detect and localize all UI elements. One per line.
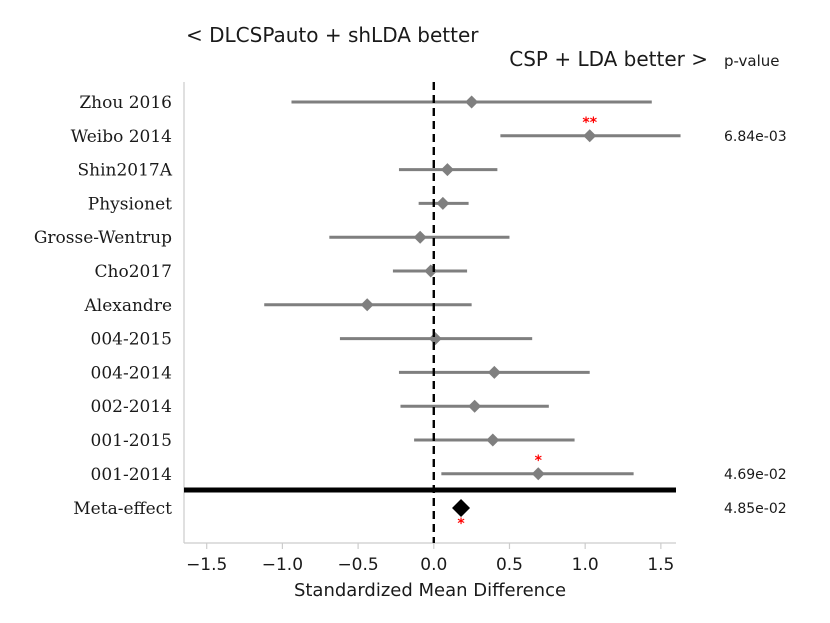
study-point-estimate	[486, 433, 500, 447]
x-tick-label: −1.0	[262, 555, 303, 575]
title-left: < DLCSPauto + shLDA better	[186, 23, 479, 47]
study-label: 001-2014	[91, 465, 172, 485]
significance-marker: **	[582, 115, 597, 131]
study-point-estimate	[531, 467, 545, 481]
study-label: Zhou 2016	[79, 93, 172, 113]
study-point-estimate	[428, 332, 442, 346]
x-tick-label: 1.5	[647, 555, 674, 575]
study-point-estimate	[468, 399, 482, 413]
pvalue-header: p-value	[724, 52, 780, 70]
study-rows: Zhou 2016 Weibo 2014 ** 6.84e-03 Shin2017A Ph…	[34, 93, 787, 485]
significance-marker: *	[535, 453, 543, 469]
study-point-estimate	[440, 163, 454, 177]
study-label: 001-2015	[91, 431, 172, 451]
study-point-estimate	[436, 196, 450, 210]
study-label: Alexandre	[83, 296, 172, 316]
x-tick-label: −1.5	[186, 555, 227, 575]
study-label: Weibo 2014	[71, 127, 172, 147]
x-tick-label: 0.5	[496, 555, 523, 575]
study-label: 004-2015	[91, 330, 172, 350]
study-label: Grosse-Wentrup	[34, 228, 172, 248]
study-point-estimate	[413, 230, 427, 244]
title-right: CSP + LDA better >	[509, 47, 708, 71]
meta-effect-diamond	[452, 499, 471, 517]
p-value-text: 6.84e-03	[724, 129, 787, 145]
x-tick-label: 0.0	[420, 555, 447, 575]
study-point-estimate	[465, 95, 479, 109]
p-value-text: 4.69e-02	[724, 467, 787, 483]
study-label: Cho2017	[95, 262, 172, 282]
study-label: 002-2014	[91, 397, 172, 417]
x-tick-label: −0.5	[337, 555, 378, 575]
study-point-estimate	[583, 129, 597, 143]
study-point-estimate	[360, 298, 374, 312]
study-point-estimate	[424, 264, 438, 278]
study-point-estimate	[487, 365, 501, 379]
x-tick-label: 1.0	[572, 555, 599, 575]
study-label: Physionet	[88, 194, 172, 214]
study-label: 004-2014	[91, 363, 172, 383]
meta-significance-marker: *	[457, 516, 465, 532]
meta-p-value-text: 4.85e-02	[724, 501, 787, 517]
study-label: Shin2017A	[77, 161, 172, 181]
x-ticks: −1.5 −1.0 −0.5 0.0 0.5 1.0 1.5	[186, 543, 674, 575]
meta-effect-row: Meta-effect * 4.85e-02	[73, 499, 787, 532]
meta-effect-label: Meta-effect	[73, 499, 172, 519]
x-axis-label: Standardized Mean Difference	[294, 580, 566, 601]
